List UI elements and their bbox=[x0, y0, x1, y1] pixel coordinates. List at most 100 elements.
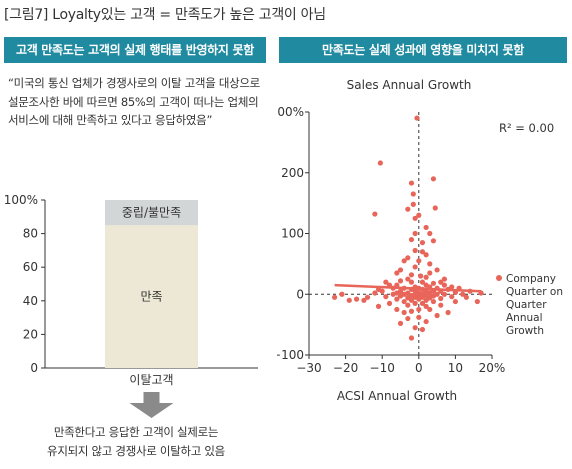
data-point bbox=[430, 280, 437, 286]
data-point bbox=[410, 201, 416, 207]
data-point bbox=[423, 224, 429, 231]
data-point bbox=[427, 261, 433, 267]
r-squared-label: R² = 0.00 bbox=[499, 121, 554, 135]
left-panel-header: 고객 만족도는 고객의 실제 행태를 반영하지 못함 bbox=[4, 37, 266, 63]
data-point bbox=[361, 297, 367, 303]
data-point bbox=[405, 302, 411, 308]
data-point bbox=[394, 306, 400, 313]
data-point bbox=[397, 320, 404, 327]
data-point bbox=[408, 335, 415, 341]
data-point bbox=[394, 296, 400, 302]
data-point bbox=[445, 309, 451, 316]
bar-y-tick-label: 80 bbox=[23, 227, 38, 241]
data-point bbox=[408, 279, 415, 285]
scatter-x-tick-label: 20% bbox=[479, 361, 506, 375]
data-point bbox=[427, 295, 433, 301]
scatter-x-tick-label: −30 bbox=[296, 361, 321, 375]
data-point bbox=[419, 326, 426, 333]
data-point bbox=[441, 276, 448, 282]
trend-line bbox=[334, 283, 482, 293]
data-point bbox=[408, 180, 415, 186]
data-point bbox=[332, 294, 338, 300]
conclusion-line-1: 만족한다고 응답한 고객이 실제로는 bbox=[53, 425, 219, 439]
figure-title: [그림7] Loyalty있는 고객 = 만족도가 높은 고객이 아님 bbox=[4, 7, 326, 23]
data-point bbox=[423, 274, 429, 280]
scatter-x-tick-label: 10 bbox=[448, 361, 463, 375]
data-point bbox=[416, 306, 422, 313]
data-point bbox=[423, 318, 429, 325]
bar-segment-label: 만족 bbox=[140, 290, 162, 304]
data-point bbox=[405, 295, 411, 301]
bar-y-tick-label: 100% bbox=[4, 193, 38, 207]
bar-y-tick-label: 20 bbox=[23, 327, 38, 341]
scatter-x-label: ACSI Annual Growth bbox=[337, 389, 457, 402]
data-point bbox=[427, 270, 433, 276]
data-point bbox=[346, 297, 352, 303]
scatter-y-tick-label: 100 bbox=[281, 227, 304, 241]
data-point bbox=[408, 308, 415, 314]
data-point bbox=[405, 206, 411, 212]
data-point bbox=[412, 264, 418, 270]
data-point bbox=[432, 205, 438, 211]
bar-segment bbox=[105, 200, 198, 226]
data-point bbox=[339, 291, 345, 297]
data-point bbox=[412, 230, 418, 237]
data-point bbox=[423, 252, 429, 258]
scatter-y-tick-label: 300% bbox=[277, 105, 304, 119]
data-point bbox=[416, 314, 422, 320]
scatter-y-tick-label: 0 bbox=[296, 287, 304, 301]
data-point bbox=[372, 211, 378, 217]
data-point bbox=[397, 278, 404, 284]
data-point bbox=[423, 297, 429, 303]
data-point bbox=[377, 160, 383, 166]
data-point bbox=[449, 294, 455, 300]
bar-y-tick-label: 40 bbox=[23, 294, 38, 308]
data-point bbox=[405, 255, 411, 261]
data-point bbox=[375, 303, 382, 309]
scatter-x-tick-label: −20 bbox=[333, 361, 358, 375]
data-point bbox=[438, 295, 444, 302]
data-point bbox=[427, 230, 433, 237]
data-point bbox=[419, 300, 426, 306]
data-point bbox=[434, 312, 440, 319]
data-point bbox=[383, 279, 389, 285]
data-point bbox=[386, 300, 393, 306]
data-point bbox=[412, 300, 418, 306]
data-point bbox=[405, 315, 411, 322]
scatter-chart: Sales Annual Growth R² = 0.00 ACSI Annual … bbox=[277, 78, 563, 402]
data-point bbox=[353, 296, 360, 302]
legend-label-line: Company bbox=[506, 273, 556, 285]
data-point bbox=[423, 303, 429, 309]
data-point bbox=[397, 267, 404, 273]
data-point bbox=[430, 298, 437, 305]
bar-category-label: 이탈고객 bbox=[129, 373, 173, 387]
data-point bbox=[419, 240, 426, 246]
data-point bbox=[416, 258, 422, 264]
data-point bbox=[418, 273, 424, 279]
stacked-bar-chart: 0 20 40 60 80 100% 이탈고객 만족 중립/불만족 bbox=[4, 193, 258, 418]
data-point bbox=[463, 294, 469, 300]
data-point bbox=[408, 272, 415, 278]
down-arrow-shaft bbox=[143, 392, 160, 403]
scatter-y-tick-label: −100 bbox=[277, 348, 304, 362]
data-point bbox=[460, 291, 466, 297]
data-point bbox=[441, 282, 448, 288]
data-point bbox=[452, 298, 458, 305]
data-point bbox=[414, 115, 420, 121]
conclusion-line-2: 유지되지 않고 경쟁사로 이탈하고 있음 bbox=[47, 444, 225, 458]
data-point bbox=[401, 309, 407, 316]
data-point bbox=[416, 296, 422, 302]
data-point bbox=[401, 298, 407, 305]
scatter-x-tick-label: 0 bbox=[415, 361, 423, 375]
data-point bbox=[394, 270, 400, 276]
data-point bbox=[412, 215, 418, 221]
data-point bbox=[430, 176, 437, 182]
data-point bbox=[474, 298, 480, 305]
legend-label-line: Quarter on bbox=[506, 286, 563, 298]
data-point bbox=[441, 291, 448, 297]
scatter-title: Sales Annual Growth bbox=[347, 78, 472, 92]
data-point bbox=[430, 238, 437, 244]
data-point bbox=[449, 284, 455, 290]
data-point bbox=[416, 212, 422, 218]
data-point bbox=[410, 191, 416, 197]
